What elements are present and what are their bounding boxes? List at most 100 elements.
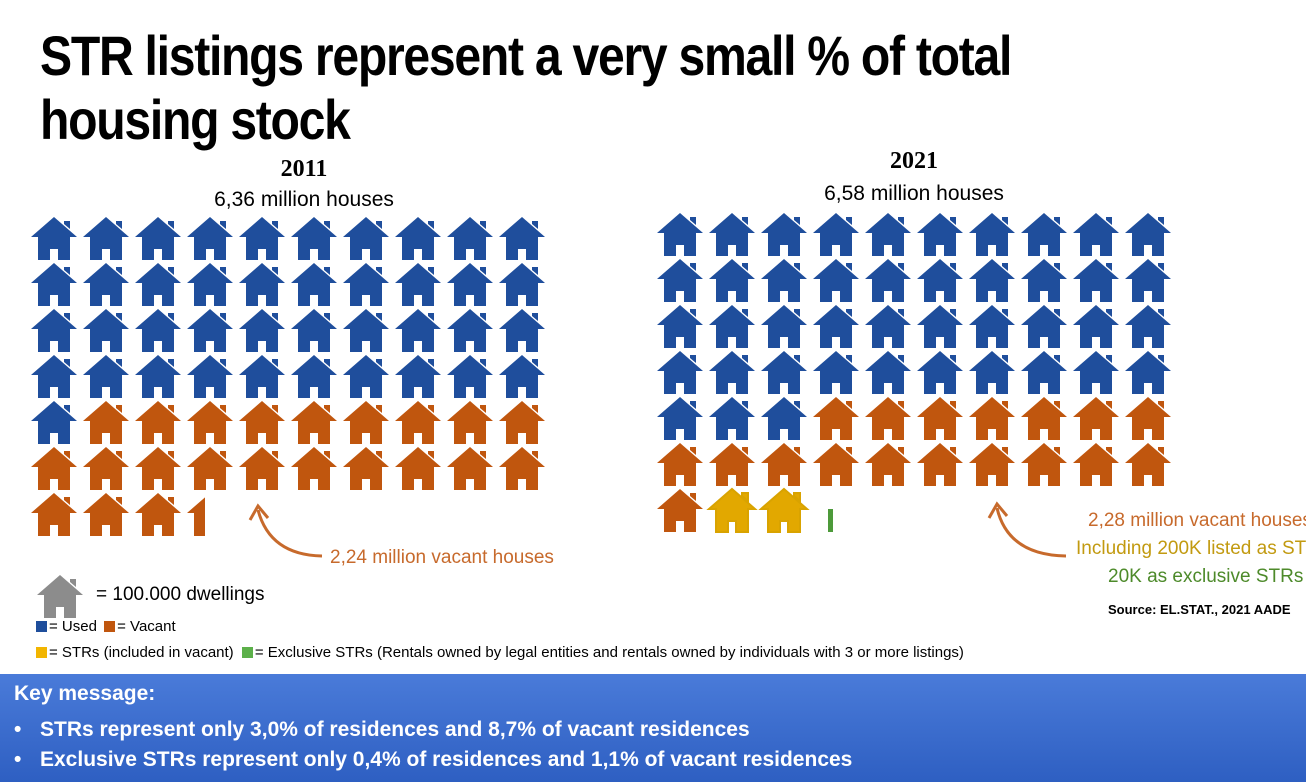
house-vacant: [83, 493, 129, 536]
house-used: [761, 259, 807, 302]
house-used: [813, 259, 859, 302]
house-vacant: [187, 401, 233, 444]
legend-unit-icon: [37, 575, 83, 618]
year-2021-label: 2021: [890, 148, 938, 174]
house-vacant: [31, 447, 77, 490]
house-used: [135, 217, 181, 260]
house-vacant-partial: [187, 497, 205, 536]
house-used: [1021, 213, 1067, 256]
callout-2021-line2: Including 200K listed as STRs: [1076, 538, 1306, 559]
callout-2021-line3: 20K as exclusive STRs: [1108, 566, 1304, 587]
house-used: [969, 259, 1015, 302]
house-vacant: [395, 401, 441, 444]
source-note: Source: EL.STAT., 2021 AADE: [1108, 602, 1291, 617]
house-used: [499, 355, 545, 398]
house-used: [31, 355, 77, 398]
vacant-swatch: [104, 621, 116, 632]
house-used: [865, 259, 911, 302]
house-used: [343, 355, 389, 398]
house-vacant: [83, 401, 129, 444]
house-used: [813, 351, 859, 394]
house-vacant: [1125, 397, 1171, 440]
house-used: [447, 309, 493, 352]
house-used: [1073, 305, 1119, 348]
house-vacant: [709, 443, 755, 486]
house-used: [761, 351, 807, 394]
house-used: [343, 263, 389, 306]
house-used: [1021, 305, 1067, 348]
house-used: [917, 351, 963, 394]
exclusive-str-swatch: [241, 647, 253, 658]
house-vacant: [657, 489, 703, 532]
callout-arrow-2021: [995, 507, 1067, 558]
house-vacant: [865, 443, 911, 486]
house-used: [447, 217, 493, 260]
house-used: [187, 263, 233, 306]
key-message-bullet-1-text: STRs represent only 3,0% of residences a…: [40, 718, 750, 741]
str-swatch: [36, 647, 47, 658]
house-used: [291, 355, 337, 398]
house-grid-2021: [657, 213, 1171, 533]
house-used: [709, 259, 755, 302]
callout-2011-line1: 2,24 million vacant houses: [330, 547, 554, 568]
house-used: [31, 309, 77, 352]
house-vacant: [1021, 443, 1067, 486]
house-used: [969, 213, 1015, 256]
house-vacant: [969, 443, 1015, 486]
house-vacant: [813, 397, 859, 440]
house-used: [135, 355, 181, 398]
legend-used-vacant: = Used = Vacant: [36, 618, 176, 635]
house-vacant: [395, 447, 441, 490]
house-vacant: [135, 493, 181, 536]
house-used: [1073, 259, 1119, 302]
house-vacant: [1073, 397, 1119, 440]
house-used: [1073, 213, 1119, 256]
house-used: [395, 263, 441, 306]
total-2011-label: 6,36 million houses: [214, 188, 394, 211]
house-used: [709, 213, 755, 256]
house-used: [135, 309, 181, 352]
house-used: [291, 263, 337, 306]
legend-used-label: = Used: [49, 618, 97, 635]
house-used: [31, 217, 77, 260]
house-used: [761, 213, 807, 256]
house-used: [239, 217, 285, 260]
house-used: [657, 305, 703, 348]
house-used: [917, 305, 963, 348]
house-used: [1125, 351, 1171, 394]
callout-arrowhead-2011: [248, 503, 270, 521]
house-used: [761, 305, 807, 348]
house-used: [709, 351, 755, 394]
house-used: [709, 397, 755, 440]
house-vacant: [865, 397, 911, 440]
house-grid-2011: [31, 217, 545, 536]
house-vacant: [1073, 443, 1119, 486]
pictogram-chart: [31, 213, 1171, 618]
page-title: STR listings represent a very small % of…: [40, 24, 1012, 151]
house-used: [657, 351, 703, 394]
house-vacant: [447, 447, 493, 490]
house-used: [83, 217, 129, 260]
legend-str: = STRs (included in vacant) = Exclusive …: [36, 644, 964, 661]
house-vacant: [239, 447, 285, 490]
legend-vacant-label: = Vacant: [117, 618, 176, 635]
house-used: [657, 259, 703, 302]
legend-unit-text: = 100.000 dwellings: [96, 584, 265, 605]
house-vacant: [83, 447, 129, 490]
house-used: [969, 305, 1015, 348]
house-used: [709, 305, 755, 348]
house-vacant: [813, 443, 859, 486]
key-message-heading: Key message:: [14, 682, 156, 705]
used-swatch: [36, 621, 47, 632]
key-message-box: Key message: • STRs represent only 3,0% o…: [0, 674, 1306, 782]
house-used: [395, 217, 441, 260]
callout-2021-line1: 2,28 million vacant houses: [1088, 510, 1306, 531]
house-vacant: [187, 447, 233, 490]
house-used: [865, 351, 911, 394]
total-2021-label: 6,58 million houses: [824, 182, 1004, 205]
house-used: [187, 355, 233, 398]
house-used: [83, 263, 129, 306]
house-used: [1021, 259, 1067, 302]
house-used: [239, 263, 285, 306]
house-vacant: [135, 401, 181, 444]
